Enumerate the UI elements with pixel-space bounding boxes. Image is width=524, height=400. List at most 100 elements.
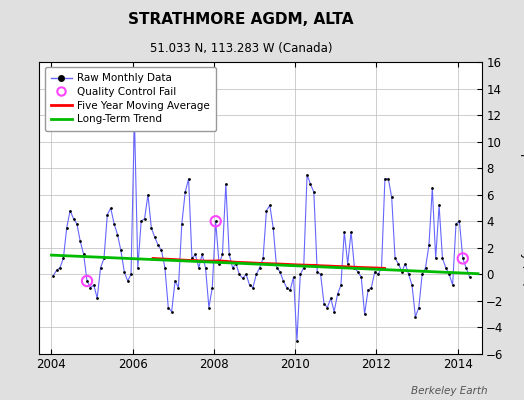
Point [249,284,257,291]
Point [56,264,64,271]
Point [445,271,453,278]
Point [364,287,372,294]
Point [279,278,288,284]
Point [59,255,68,262]
Point [52,267,61,274]
Point [320,300,328,307]
Point [263,208,271,214]
Text: STRATHMORE AGDM, ALTA: STRATHMORE AGDM, ALTA [128,12,354,27]
Point [354,268,362,275]
Point [408,282,416,288]
Point [140,216,149,222]
Point [458,255,467,262]
Point [161,264,169,271]
Point [347,229,355,235]
Point [130,114,139,121]
Point [245,282,254,288]
Point [425,242,433,248]
Point [465,274,474,280]
Point [120,268,128,275]
Point [62,225,71,231]
Point [80,251,88,258]
Point [208,284,216,291]
Point [411,314,420,320]
Point [154,242,162,248]
Point [289,274,298,280]
Point [194,264,203,271]
Point [344,260,352,267]
Point [306,181,314,187]
Point [90,282,98,288]
Text: Berkeley Earth: Berkeley Earth [411,386,487,396]
Point [381,176,389,182]
Point [330,308,339,315]
Point [377,264,386,271]
Point [238,275,247,282]
Point [93,295,101,302]
Point [215,260,223,267]
Point [276,268,284,275]
Point [96,264,105,271]
Point [256,264,264,271]
Point [367,284,376,291]
Point [212,218,220,224]
Point [340,229,348,235]
Point [73,221,81,227]
Point [421,264,430,271]
Point [205,304,213,311]
Point [86,284,95,291]
Point [300,264,308,271]
Point [266,202,274,208]
Point [242,271,250,278]
Point [66,208,74,214]
Point [316,271,325,278]
Point [286,287,294,294]
Point [326,295,335,302]
Point [110,221,118,227]
Point [76,238,84,244]
Point [228,264,237,271]
Point [442,264,450,271]
Point [388,194,396,200]
Point [449,282,457,288]
Point [106,205,115,211]
Point [337,282,345,288]
Point [184,176,193,182]
Point [296,271,304,278]
Point [435,202,443,208]
Point [127,271,135,278]
Point [83,278,91,284]
Point [398,268,406,275]
Point [252,271,260,278]
Point [147,225,156,231]
Point [83,278,91,284]
Point [414,304,423,311]
Point [222,181,230,187]
Point [310,189,318,195]
Point [401,260,409,267]
Point [150,234,159,240]
Point [174,284,183,291]
Point [259,255,267,262]
Point [370,268,379,275]
Point [157,247,166,254]
Point [418,271,427,278]
Point [117,247,125,254]
Point [218,251,226,258]
Point [134,264,142,271]
Point [303,172,311,178]
Point [100,255,108,262]
Point [171,278,179,284]
Point [225,251,233,258]
Point [103,212,112,218]
Legend: Raw Monthly Data, Quality Control Fail, Five Year Moving Average, Long-Term Tren: Raw Monthly Data, Quality Control Fail, … [45,67,216,131]
Point [323,304,332,311]
Point [137,218,145,224]
Point [212,218,220,224]
Point [405,271,413,278]
Point [232,260,240,267]
Point [191,251,200,258]
Point [164,304,172,311]
Point [144,192,152,198]
Point [69,216,78,222]
